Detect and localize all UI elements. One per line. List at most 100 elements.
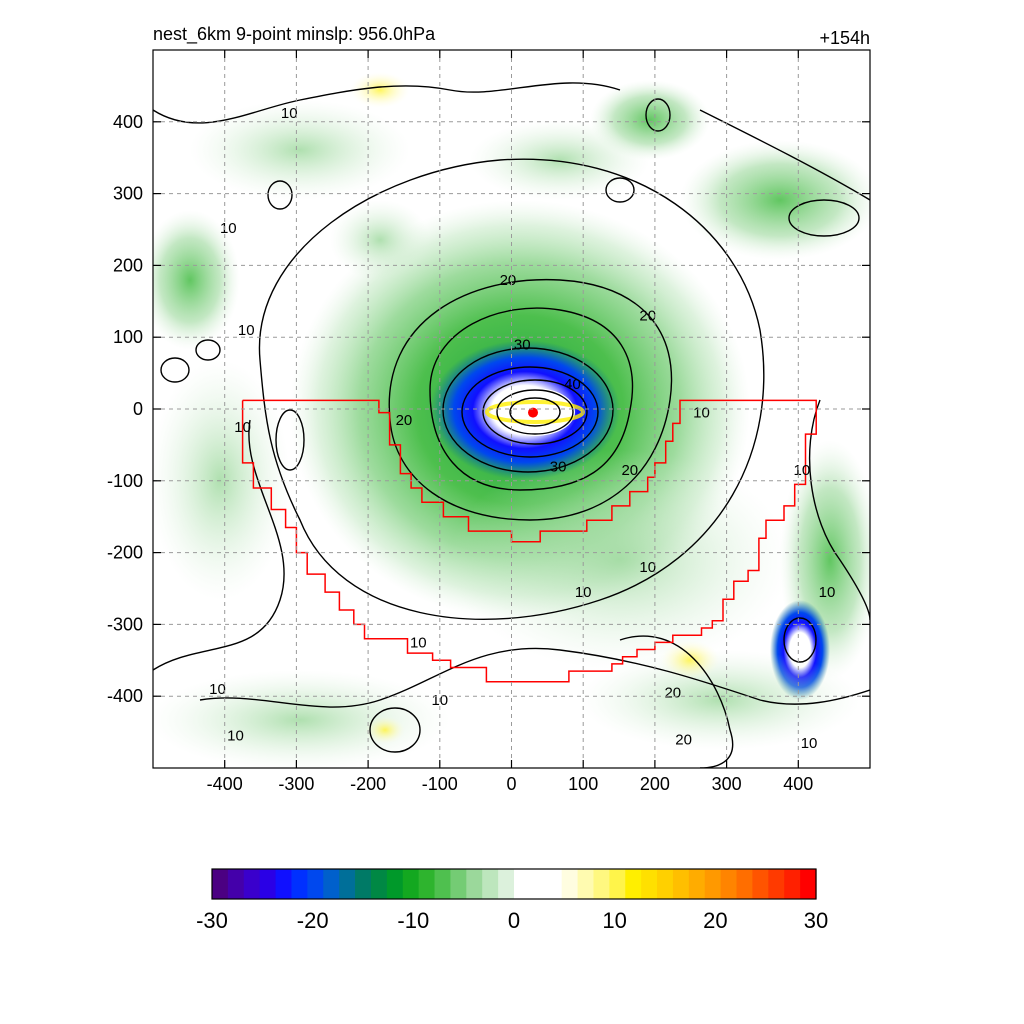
x-tick-label: 0 [506,774,516,794]
colorbar-segment [323,869,340,899]
colorbar-segment [212,869,229,899]
colorbar-segment [545,869,563,899]
colorbar-segment [243,869,261,899]
contour-line [429,307,634,491]
colorbar-segment [402,869,420,899]
contour-label: 30 [514,336,531,353]
contour-label: 10 [639,559,656,576]
colorbar-segment [800,869,817,899]
colorbar-segment [609,869,626,899]
contour-label: 10 [693,405,710,422]
contour-line [442,347,614,473]
contour-label: 10 [794,462,811,479]
field-patch [470,120,650,200]
colorbar-segment [688,869,706,899]
colorbar-tick-label: -20 [297,908,329,933]
colorbar-segment [386,869,404,899]
contour-line [482,379,588,445]
field-patch [190,100,410,200]
contour-label: 10 [220,220,237,237]
field-patch [153,670,450,768]
x-tick-label: 100 [568,774,598,794]
contour-label: 10 [410,634,427,651]
contour-line [275,409,305,471]
chart-title: nest_6km 9-point minslp: 956.0hPa [153,24,436,45]
y-tick-label: 0 [133,399,143,419]
contour-line [645,98,671,132]
contour-label: 20 [675,731,692,748]
colorbar-segment [561,869,579,899]
field-patch [153,210,240,350]
colorbar-segment [672,869,690,899]
contour-label: 30 [550,458,567,475]
contour-label: 20 [664,685,681,702]
colorbar-segment [784,869,801,899]
contour-line [267,180,293,210]
contour-line [783,617,817,663]
colorbar-segment [355,869,372,899]
contour-line [699,109,870,201]
contour-label: 10 [801,735,818,752]
field-patch [660,640,720,680]
colorbar-tick-label: 30 [804,908,828,933]
contour-line [258,158,765,620]
contour-line [808,399,870,621]
contour-line [605,177,635,203]
x-tick-label: -400 [207,774,243,794]
contour-line [788,199,860,237]
y-tick-label: -200 [107,543,143,563]
x-tick-label: 400 [783,774,813,794]
contour-line [160,357,190,383]
contour-line [369,707,421,753]
colorbar-segment [752,869,769,899]
contour-line [153,419,285,671]
colorbar-segment [370,869,388,899]
field-patch [330,200,430,280]
colorbar-segment [275,869,293,899]
contour-line [619,635,734,768]
y-tick-label: -100 [107,471,143,491]
colorbar-segment [466,869,483,899]
colorbar-segment [498,869,515,899]
colorbar-tick-label: -10 [397,908,429,933]
contour-label: 40 [564,376,581,393]
contour-label: 20 [639,308,656,325]
contour-line [153,82,621,124]
x-tick-label: -200 [350,774,386,794]
contour-label: 10 [281,105,298,122]
colorbar-segment [720,869,738,899]
contour-label: 20 [621,462,638,479]
x-tick-label: -100 [422,774,458,794]
plot-area: 10 10 10 10 20 30 40 20 20 30 20 10 10 10 10 10 10 10 10 10… [152,49,871,769]
y-tick-label: -400 [107,686,143,706]
colorbar-segment [291,869,308,899]
colorbar-segment [577,869,595,899]
contour-line [461,366,599,458]
y-tick-label: 300 [113,184,143,204]
storm-center-marker [528,407,539,418]
contour-label: 10 [819,584,836,601]
contour-label: 20 [396,412,413,429]
colorbar-segment [450,869,467,899]
x-axis: -400 -300 -200 -100 0 100 200 300 400 [207,50,813,794]
colorbar-segment [657,869,674,899]
field-patch [680,140,870,260]
colorbar-segment [307,869,324,899]
contour-label: 10 [575,584,592,601]
colorbar-segment [227,869,245,899]
colorbar-segment [704,869,722,899]
contour-label: 10 [238,322,255,339]
colorbar-segment [418,869,436,899]
x-tick-label: 200 [640,774,670,794]
forecast-hour-label: +154h [819,28,870,48]
colorbar-tick-label: -30 [196,908,228,933]
contour-label: 20 [500,272,517,289]
contour-line [195,339,221,361]
colorbar-segment [529,869,547,899]
y-tick-label: -300 [107,614,143,634]
field-patch [365,716,405,744]
colorbar-tick-label: 0 [508,908,520,933]
colorbar-segment [514,869,531,899]
colorbar-tick-label: 20 [703,908,727,933]
